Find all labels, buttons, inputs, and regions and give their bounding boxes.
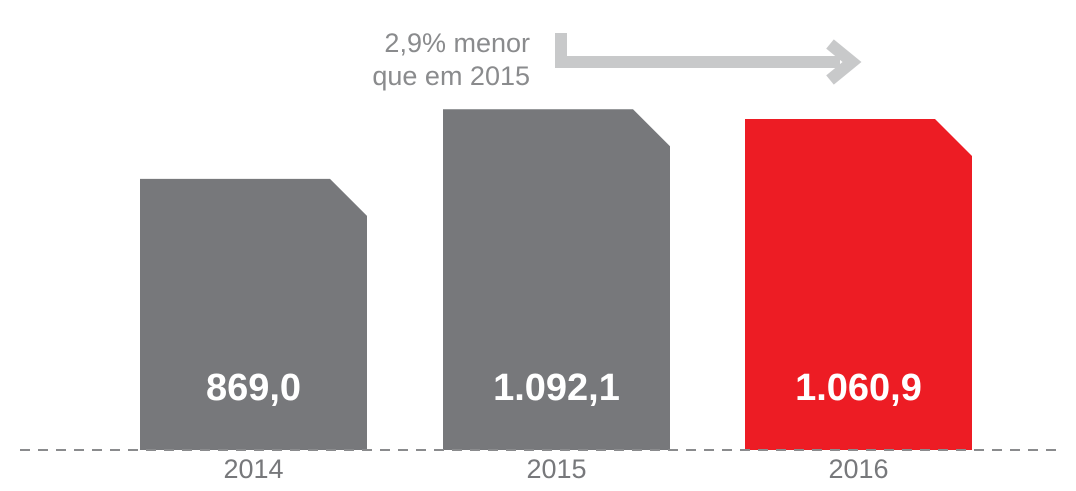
annotation: que em 2015: [372, 61, 530, 91]
x-tick-label: 2014: [223, 454, 283, 484]
bar: [140, 178, 367, 450]
annotation: 2,9% menor: [384, 28, 530, 58]
arrow-head: [826, 39, 862, 85]
x-tick-label: 2016: [828, 454, 888, 484]
arrow: [555, 33, 840, 68]
value-label: 1.092,1: [493, 367, 620, 409]
value-label: 869,0: [206, 367, 301, 409]
bar: [443, 109, 670, 450]
bar: [745, 118, 972, 450]
x-tick-label: 2015: [526, 454, 586, 484]
value-label: 1.060,9: [795, 367, 922, 409]
